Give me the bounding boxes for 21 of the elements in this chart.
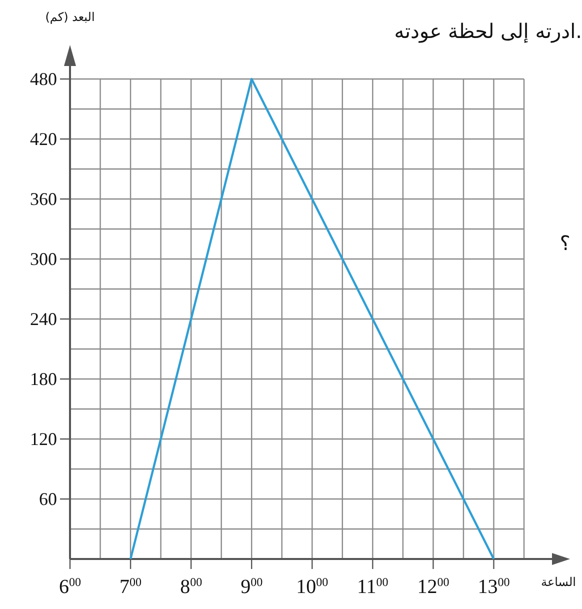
- x-axis-title: الساعة: [541, 575, 576, 589]
- x-tick-label: 9$^{00}$: [240, 575, 263, 598]
- x-tick-label: 12$^{00}$: [417, 575, 450, 598]
- x-tick-label: 8$^{00}$: [180, 575, 202, 598]
- y-tick-label: 360: [30, 189, 57, 209]
- text: ادرته إلى لحظة عودته.: [394, 19, 582, 43]
- x-tick-label: 10$^{00}$: [296, 575, 328, 598]
- y-tick-label: 60: [39, 489, 57, 509]
- y-axis-title: البعد (كم): [45, 10, 95, 24]
- y-tick-label: 120: [30, 429, 57, 449]
- y-tick-label: 240: [30, 309, 57, 329]
- x-tick-label: 7$^{00}$: [120, 575, 142, 598]
- text: ؟: [560, 231, 570, 255]
- x-tick-label: 13$^{00}$: [478, 575, 510, 598]
- y-tick-label: 480: [30, 69, 57, 89]
- y-tick-label: 300: [30, 249, 57, 269]
- y-tick-label: 420: [30, 129, 57, 149]
- line-series: [129, 78, 495, 560]
- x-tick-label: 6$^{00}$: [59, 575, 81, 598]
- x-tick-label: 11$^{00}$: [357, 575, 388, 598]
- y-tick-label: 180: [30, 369, 57, 389]
